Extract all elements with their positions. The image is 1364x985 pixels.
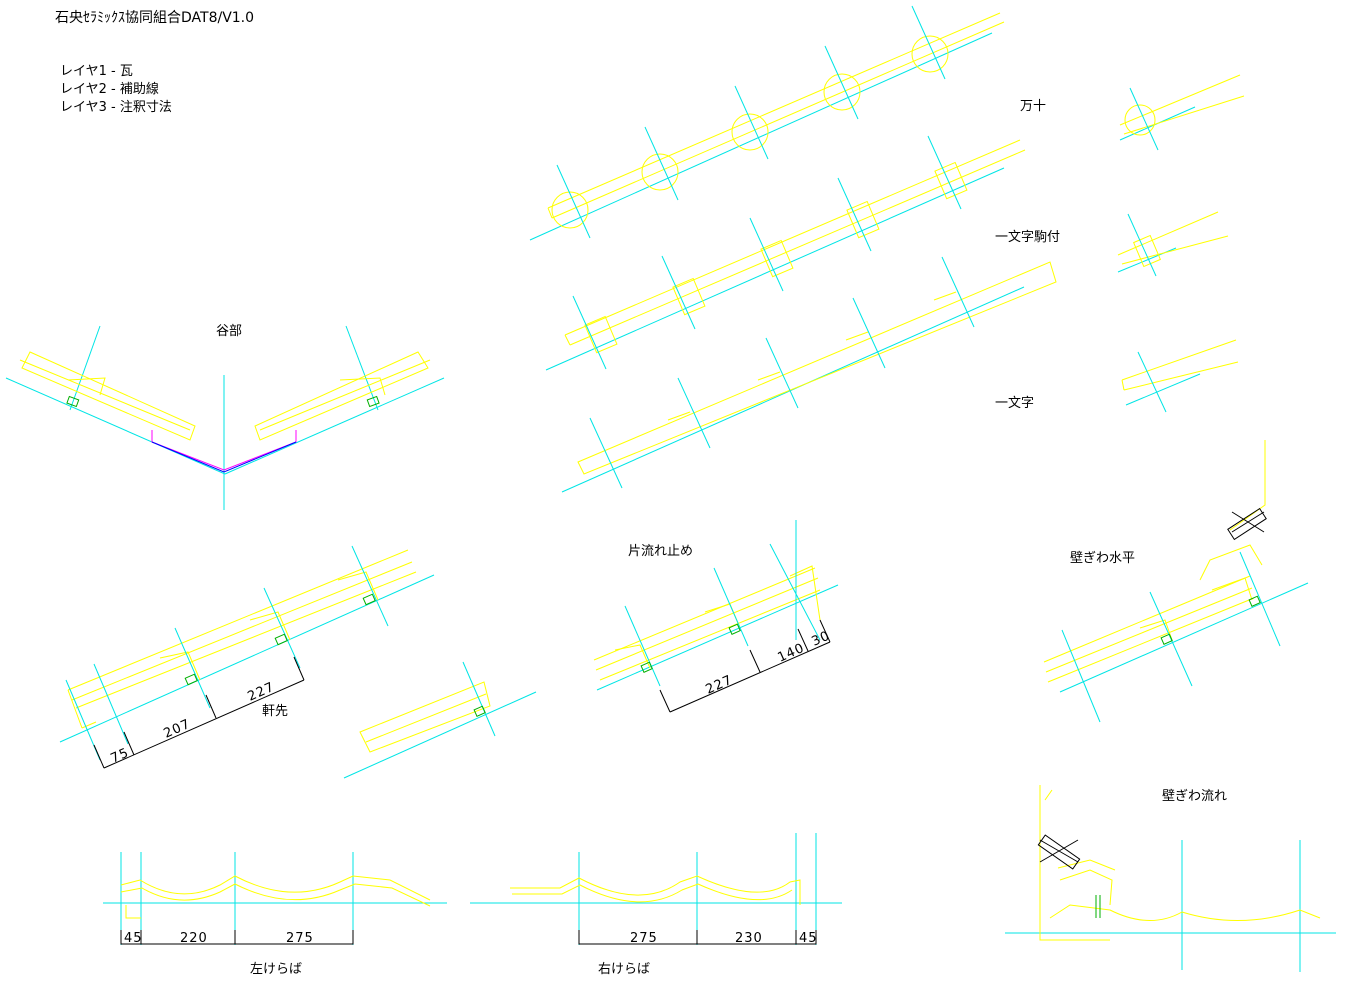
label-katanagare: 片流れ止め bbox=[628, 544, 693, 559]
manju-ridge-large bbox=[529, 5, 1005, 241]
katanagare-detail: 227 140 30 bbox=[593, 520, 839, 713]
dim-noki-75: 75 bbox=[109, 745, 132, 766]
label-ichimonji: 一文字 bbox=[995, 396, 1034, 411]
label-manju: 万十 bbox=[1020, 99, 1046, 114]
manju-small bbox=[1119, 74, 1245, 151]
left-keraba-detail: 45 220 275 bbox=[103, 852, 447, 946]
label-kabegiwa-nagare: 壁ぎわ流れ bbox=[1162, 789, 1227, 804]
kabegiwa-suihei-detail bbox=[1043, 440, 1309, 723]
ichimonji-large bbox=[561, 256, 1057, 493]
label-kabegiwa-suihei: 壁ぎわ水平 bbox=[1070, 551, 1135, 566]
layer-legend-2: レイヤ2 - 補助線 bbox=[60, 81, 159, 97]
ichimonji-komatsuki-large bbox=[545, 135, 1026, 371]
label-tanibu: 谷部 bbox=[216, 324, 242, 339]
label-hidari-keraba: 左けらば bbox=[250, 962, 302, 977]
eaves-small-detail bbox=[343, 661, 537, 779]
dim-katanagare-140: 140 bbox=[776, 641, 808, 666]
dim-left-275: 275 bbox=[286, 931, 314, 946]
kabegiwa-nagare-detail bbox=[1005, 785, 1336, 972]
eaves-detail: 75 207 227 bbox=[59, 545, 435, 769]
layer-legend-1: レイヤ1 - 瓦 bbox=[60, 64, 133, 79]
valley-detail bbox=[5, 325, 445, 510]
dim-katanagare-227: 227 bbox=[704, 673, 736, 698]
drawing-title: 石央ｾﾗﾐｯｸｽ協同組合DAT8/V1.0 bbox=[55, 10, 254, 26]
label-migi-keraba: 右けらば bbox=[598, 962, 650, 977]
label-noki: 軒先 bbox=[262, 704, 288, 719]
ichimonji-small bbox=[1121, 339, 1239, 413]
dim-left-45: 45 bbox=[124, 931, 143, 946]
dim-noki-207: 207 bbox=[162, 717, 194, 742]
right-keraba-detail: 275 230 45 bbox=[470, 833, 842, 946]
dim-left-220: 220 bbox=[180, 931, 208, 946]
dim-katanagare-30: 30 bbox=[810, 628, 833, 649]
dim-right-45: 45 bbox=[799, 931, 818, 946]
label-ichimonji-komatsuki: 一文字駒付 bbox=[995, 230, 1060, 245]
ichimonji-komatsuki-small bbox=[1117, 211, 1229, 277]
dim-right-230: 230 bbox=[735, 931, 763, 946]
dim-right-275: 275 bbox=[630, 931, 658, 946]
layer-legend-3: レイヤ3 - 注釈寸法 bbox=[60, 100, 172, 115]
dim-noki-227: 227 bbox=[246, 680, 278, 705]
